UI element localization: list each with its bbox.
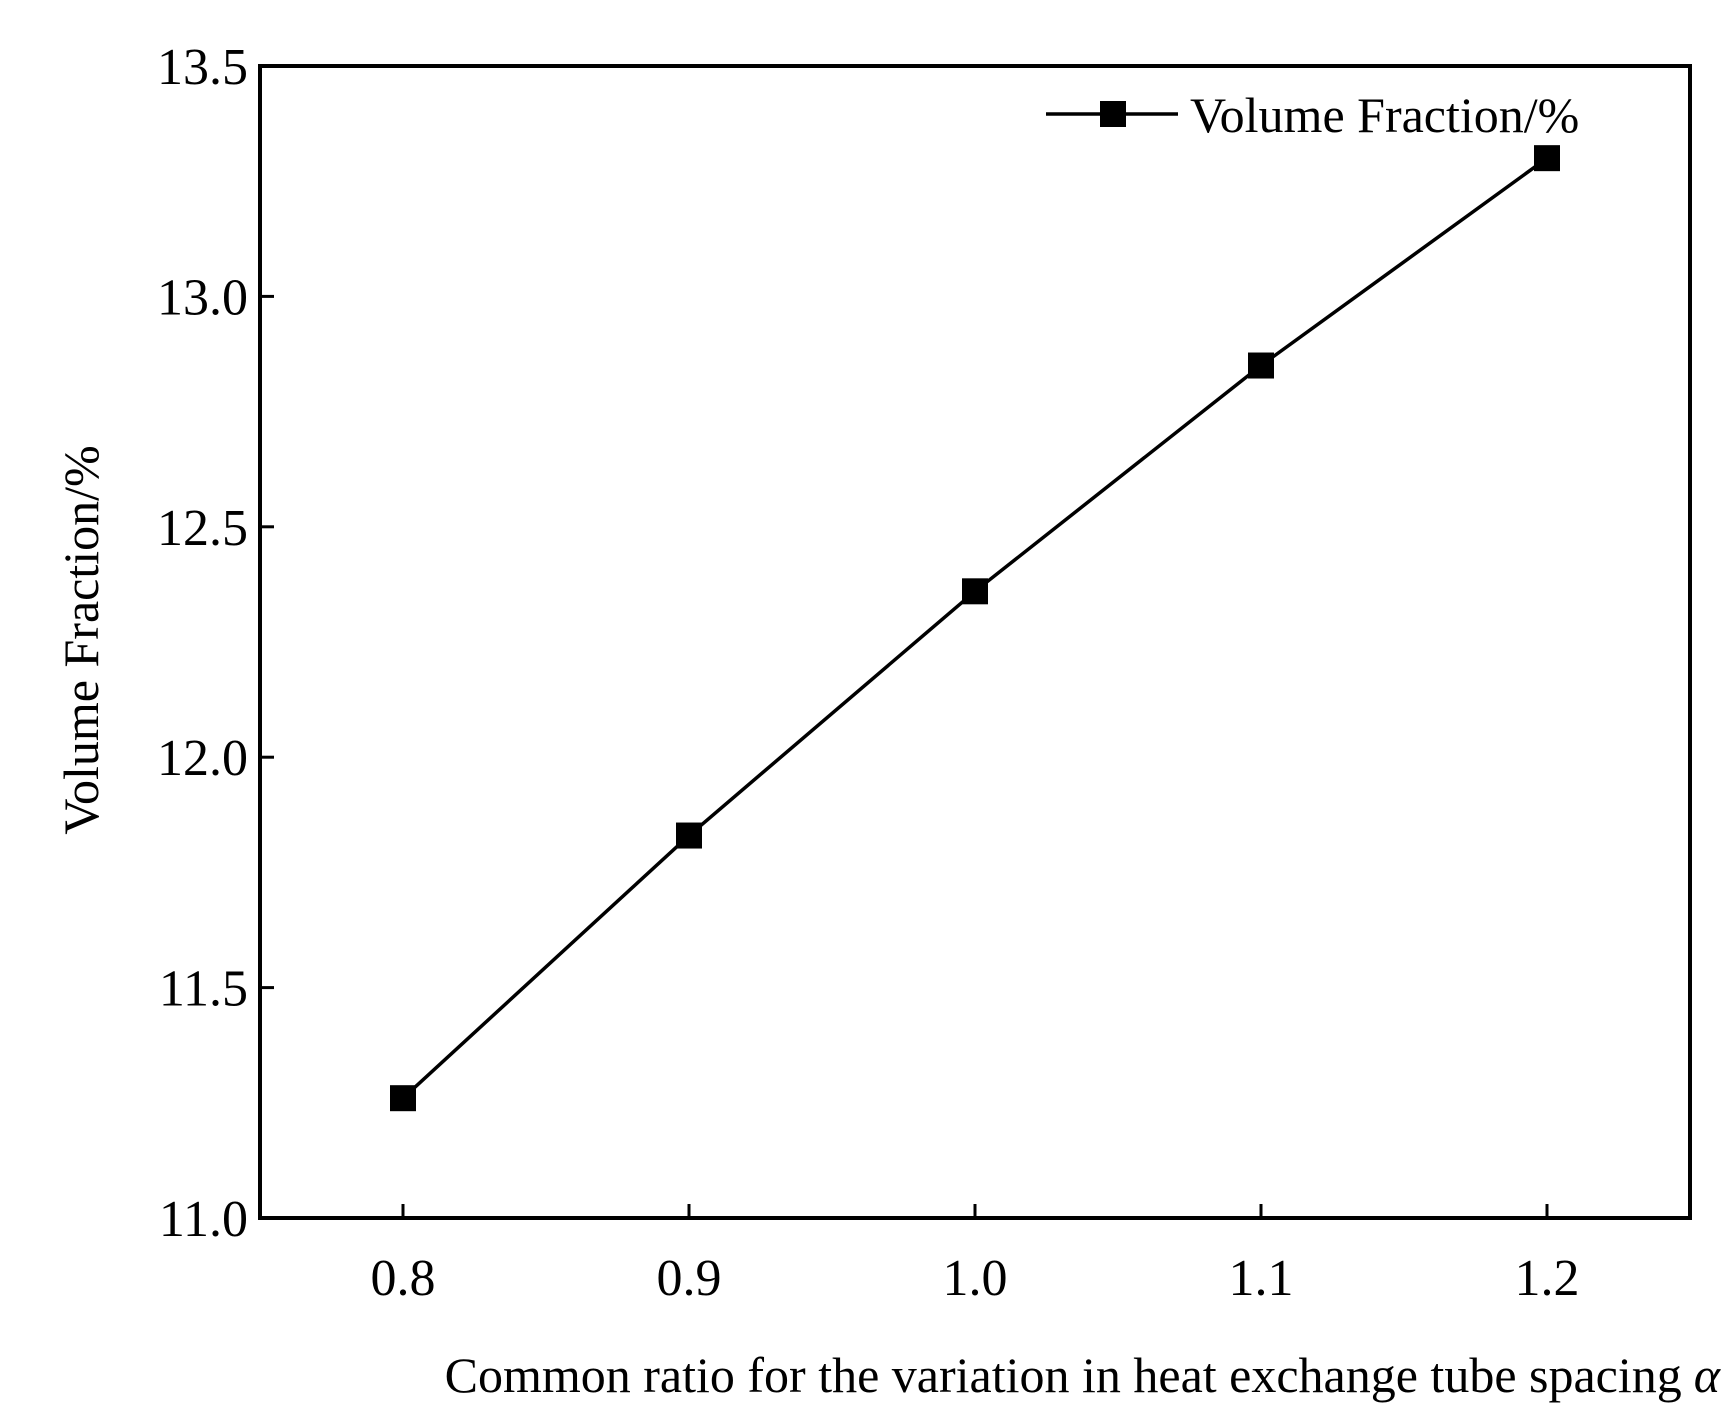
y-tick-label: 13.0 [157,269,248,326]
y-axis-ticks: 11.0 11.5 12.0 12.5 13.0 13.5 [157,39,274,1248]
data-point-marker [962,578,988,605]
series-group [390,145,1560,1112]
x-tick-label: 1.0 [943,1250,1008,1307]
data-point-marker [676,822,702,849]
x-tick-label: 0.9 [657,1250,722,1307]
data-point-marker [390,1085,416,1112]
x-tick-label: 1.1 [1229,1250,1294,1307]
x-axis-label: Common ratio for the variation in heat e… [445,1347,1682,1403]
data-point-marker [1248,352,1274,379]
x-axis-label-group: Common ratio for the variation in heat e… [445,1347,1722,1403]
legend-label: Volume Fraction/% [1190,87,1579,143]
legend: Volume Fraction/% [1046,87,1579,143]
y-tick-label: 11.0 [159,1191,248,1248]
y-tick-label: 12.0 [157,730,248,787]
x-axis-ticks: 0.8 0.9 1.0 1.1 1.2 [371,1204,1580,1307]
x-tick-label: 1.2 [1515,1250,1580,1307]
data-point-marker [1534,145,1560,172]
y-axis-label: Volume Fraction/% [53,445,109,834]
legend-marker [1100,101,1126,127]
y-tick-label: 11.5 [159,961,248,1018]
y-tick-label: 12.5 [157,500,248,557]
y-tick-label: 13.5 [157,39,248,96]
x-tick-label: 0.8 [371,1250,436,1307]
x-axis-label-symbol: α [1694,1347,1722,1403]
